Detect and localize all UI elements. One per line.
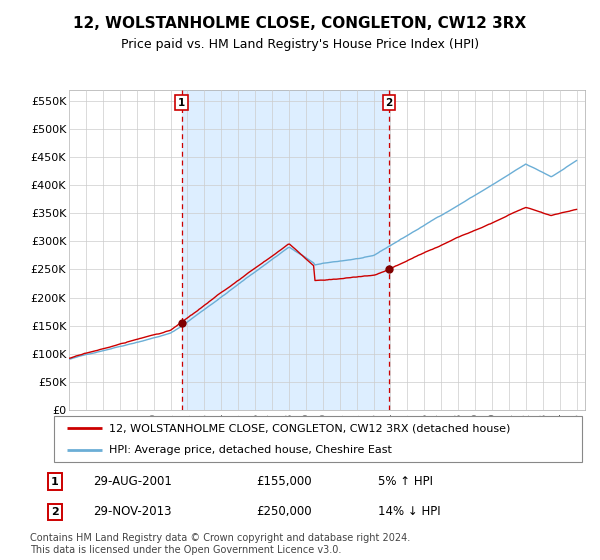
Bar <box>182 90 389 410</box>
Text: 12, WOLSTANHOLME CLOSE, CONGLETON, CW12 3RX: 12, WOLSTANHOLME CLOSE, CONGLETON, CW12 … <box>73 16 527 31</box>
FancyBboxPatch shape <box>54 416 582 462</box>
Text: £250,000: £250,000 <box>256 505 312 519</box>
Text: 5% ↑ HPI: 5% ↑ HPI <box>378 475 433 488</box>
Text: 29-AUG-2001: 29-AUG-2001 <box>94 475 172 488</box>
Text: 2: 2 <box>385 97 392 108</box>
Text: Contains HM Land Registry data © Crown copyright and database right 2024.
This d: Contains HM Land Registry data © Crown c… <box>30 533 410 555</box>
Text: Price paid vs. HM Land Registry's House Price Index (HPI): Price paid vs. HM Land Registry's House … <box>121 38 479 52</box>
Text: 1: 1 <box>51 477 59 487</box>
Text: 12, WOLSTANHOLME CLOSE, CONGLETON, CW12 3RX (detached house): 12, WOLSTANHOLME CLOSE, CONGLETON, CW12 … <box>109 423 511 433</box>
Text: 2: 2 <box>51 507 59 517</box>
Text: 1: 1 <box>178 97 185 108</box>
Text: HPI: Average price, detached house, Cheshire East: HPI: Average price, detached house, Ches… <box>109 445 392 455</box>
Text: £155,000: £155,000 <box>256 475 312 488</box>
Text: 14% ↓ HPI: 14% ↓ HPI <box>378 505 440 519</box>
Text: 29-NOV-2013: 29-NOV-2013 <box>94 505 172 519</box>
